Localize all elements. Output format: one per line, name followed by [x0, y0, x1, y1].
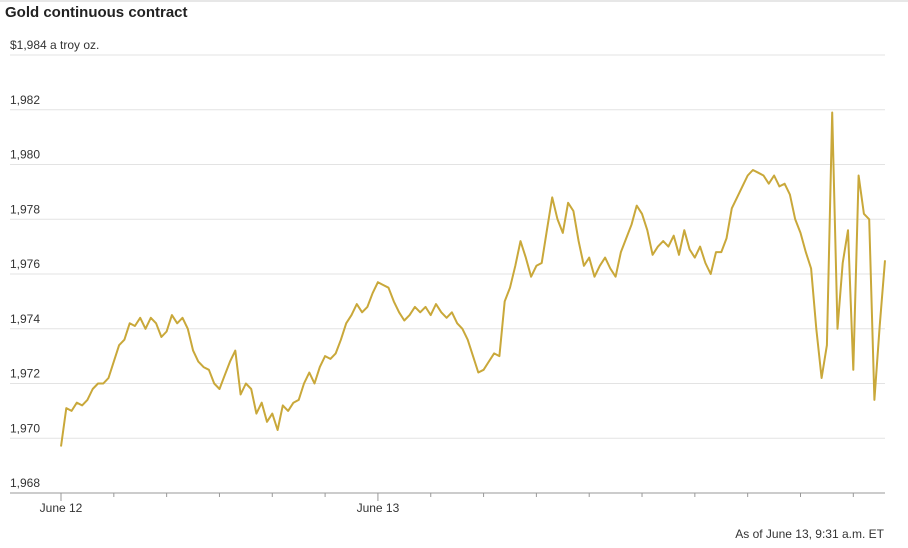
- source-note: As of June 13, 9:31 a.m. ET: [735, 527, 884, 541]
- y-tick-label: 1,982: [10, 93, 40, 107]
- chart-title: Gold continuous contract: [5, 4, 188, 21]
- y-tick-label: $1,984 a troy oz.: [10, 38, 99, 52]
- y-tick-label: 1,972: [10, 367, 40, 381]
- y-tick-label: 1,974: [10, 312, 40, 326]
- y-tick-label: 1,980: [10, 148, 40, 162]
- y-tick-label: 1,976: [10, 257, 40, 271]
- x-tick-label: June 12: [40, 501, 83, 515]
- x-tick-label: June 13: [357, 501, 400, 515]
- price-line: [60, 111, 886, 447]
- y-tick-label: 1,970: [10, 421, 40, 435]
- y-tick-label: 1,978: [10, 202, 40, 216]
- y-tick-label: 1,968: [10, 476, 40, 490]
